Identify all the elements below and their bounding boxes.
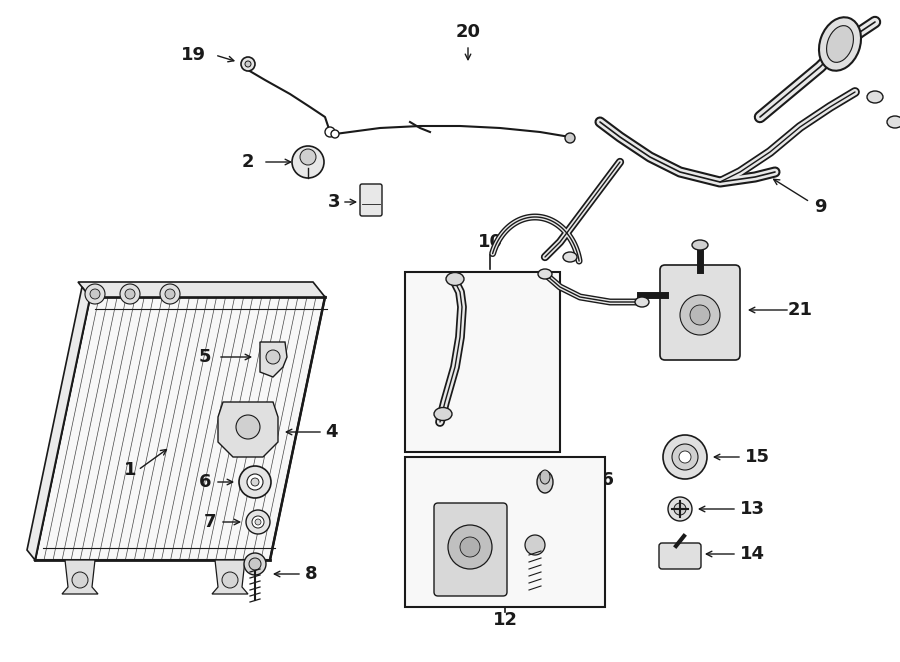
Circle shape	[165, 289, 175, 299]
Circle shape	[448, 525, 492, 569]
Circle shape	[460, 537, 480, 557]
Polygon shape	[260, 342, 287, 377]
Polygon shape	[78, 282, 325, 297]
Circle shape	[255, 519, 261, 525]
Circle shape	[292, 146, 324, 178]
Text: 20: 20	[455, 23, 481, 41]
Circle shape	[241, 57, 255, 71]
Ellipse shape	[537, 471, 553, 493]
Text: 4: 4	[325, 423, 338, 441]
Text: 9: 9	[814, 198, 826, 216]
Circle shape	[125, 289, 135, 299]
Circle shape	[222, 572, 238, 588]
Bar	[405, 272, 560, 452]
Circle shape	[90, 289, 100, 299]
Circle shape	[239, 466, 271, 498]
Text: 21: 21	[788, 301, 813, 319]
Ellipse shape	[540, 470, 550, 484]
FancyBboxPatch shape	[360, 184, 382, 216]
Circle shape	[690, 305, 710, 325]
Text: 18: 18	[565, 563, 590, 581]
Circle shape	[245, 61, 251, 67]
Text: 16: 16	[590, 471, 615, 489]
Ellipse shape	[692, 240, 708, 250]
Text: 1: 1	[124, 461, 136, 479]
Circle shape	[247, 474, 263, 490]
Circle shape	[266, 350, 280, 364]
Circle shape	[246, 510, 270, 534]
Circle shape	[325, 127, 335, 137]
Ellipse shape	[819, 17, 861, 71]
Circle shape	[72, 572, 88, 588]
Text: 2: 2	[242, 153, 255, 171]
Polygon shape	[35, 297, 325, 560]
Circle shape	[672, 444, 698, 470]
Text: 7: 7	[203, 513, 216, 531]
Ellipse shape	[635, 297, 649, 307]
Circle shape	[160, 284, 180, 304]
Ellipse shape	[434, 408, 452, 420]
Polygon shape	[27, 287, 90, 560]
Polygon shape	[62, 560, 98, 594]
FancyBboxPatch shape	[434, 503, 507, 596]
Circle shape	[331, 130, 339, 138]
Ellipse shape	[446, 273, 464, 285]
Circle shape	[251, 478, 259, 486]
Circle shape	[674, 503, 686, 515]
Polygon shape	[218, 402, 278, 457]
Circle shape	[252, 516, 264, 528]
Ellipse shape	[887, 116, 900, 128]
Text: 14: 14	[740, 545, 765, 563]
Text: 12: 12	[492, 611, 517, 629]
Circle shape	[565, 133, 575, 143]
Text: 11: 11	[406, 405, 430, 423]
Text: 8: 8	[305, 565, 318, 583]
Circle shape	[663, 435, 707, 479]
Circle shape	[525, 535, 545, 555]
Ellipse shape	[867, 91, 883, 103]
Text: 13: 13	[740, 500, 765, 518]
FancyBboxPatch shape	[660, 265, 740, 360]
Text: 6: 6	[199, 473, 212, 491]
Bar	[405, 457, 605, 607]
Text: 3: 3	[328, 193, 340, 211]
Circle shape	[244, 553, 266, 575]
Text: 15: 15	[745, 448, 770, 466]
Text: 5: 5	[199, 348, 212, 366]
Text: 19: 19	[181, 46, 205, 64]
Circle shape	[300, 149, 316, 165]
Circle shape	[236, 415, 260, 439]
Ellipse shape	[826, 26, 853, 62]
Text: 17: 17	[418, 483, 443, 501]
Circle shape	[680, 295, 720, 335]
Ellipse shape	[563, 252, 577, 262]
Polygon shape	[212, 560, 248, 594]
FancyBboxPatch shape	[659, 543, 701, 569]
Circle shape	[249, 558, 261, 570]
Ellipse shape	[538, 269, 552, 279]
Circle shape	[679, 451, 691, 463]
Circle shape	[85, 284, 105, 304]
Text: 10: 10	[478, 233, 502, 251]
Circle shape	[668, 497, 692, 521]
Circle shape	[120, 284, 140, 304]
